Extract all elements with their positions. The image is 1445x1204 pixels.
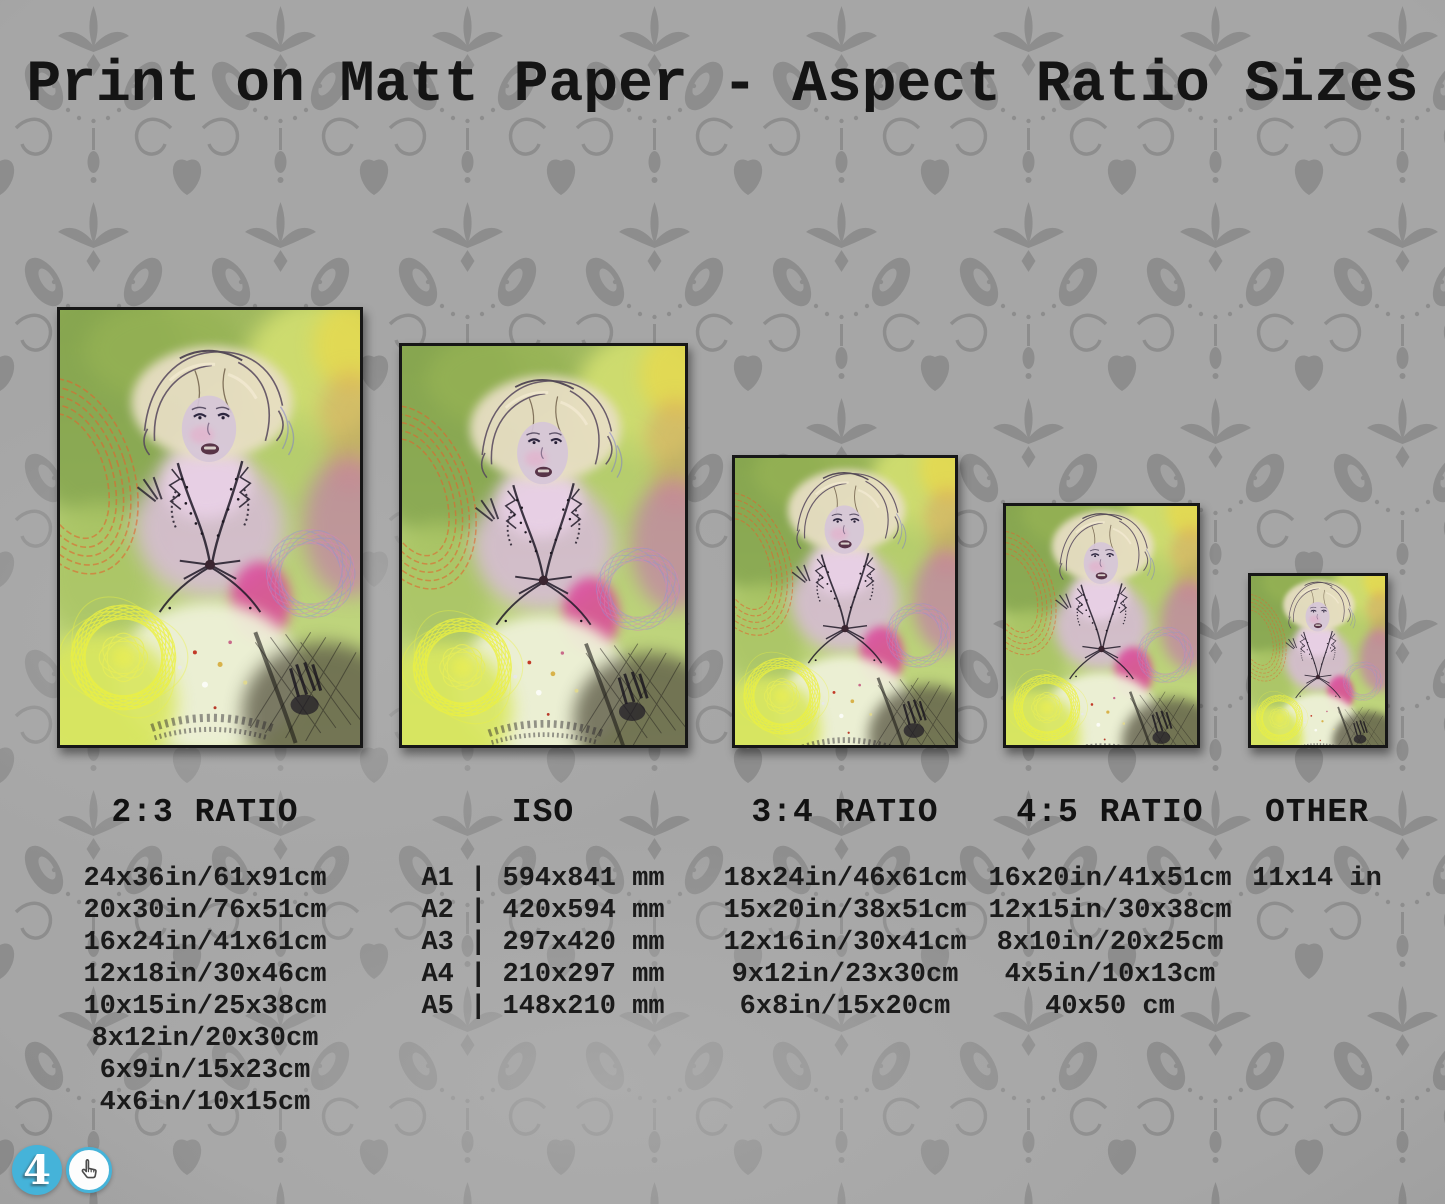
artwork-image [402, 346, 685, 745]
artwork-image [1006, 506, 1197, 745]
print-preview-iso [399, 343, 688, 748]
hand-pointer-icon [66, 1147, 112, 1193]
size-option: A4 | 210x297 mm [421, 960, 665, 990]
artwork-image [60, 310, 360, 745]
size-option: 12x16in/30x41cm [723, 928, 967, 958]
size-option: 12x18in/30x46cm [83, 960, 327, 990]
column-header: OTHER [1264, 794, 1370, 831]
size-option: 24x36in/61x91cm [83, 864, 327, 894]
size-option: 16x24in/41x61cm [83, 928, 327, 958]
size-option: 6x9in/15x23cm [99, 1056, 311, 1086]
size-option: 10x15in/25x38cm [83, 992, 327, 1022]
size-option: 40x50 cm [1045, 992, 1175, 1022]
size-option: A5 | 148x210 mm [421, 992, 665, 1022]
print-preview-2-3-ratio [57, 307, 363, 748]
size-column-4-5-ratio: 4:5 RATIO 16x20in/41x51cm 12x15in/30x38c… [988, 795, 1231, 1023]
size-option: 4x5in/10x13cm [1004, 960, 1216, 990]
column-header: ISO [511, 794, 575, 831]
size-option: 4x6in/10x15cm [99, 1088, 311, 1118]
print-preview-other [1248, 573, 1388, 748]
size-option: 9x12in/23x30cm [731, 960, 959, 990]
size-column-2-3-ratio: 2:3 RATIO 24x36in/61x91cm 20x30in/76x51c… [83, 795, 326, 1119]
size-column-iso: ISO A1 | 594x841 mm A2 | 420x594 mm A3 |… [421, 795, 664, 1023]
size-option: 20x30in/76x51cm [83, 896, 327, 926]
column-header: 2:3 RATIO [111, 794, 299, 831]
size-option: A3 | 297x420 mm [421, 928, 665, 958]
column-header: 3:4 RATIO [751, 794, 939, 831]
size-option: 8x12in/20x30cm [91, 1024, 319, 1054]
size-option: 15x20in/38x51cm [723, 896, 967, 926]
artwork-image [735, 458, 955, 745]
size-column-other: OTHER 11x14 in [1252, 795, 1382, 895]
size-option: 18x24in/46x61cm [723, 864, 967, 894]
column-header: 4:5 RATIO [1016, 794, 1204, 831]
artwork-image [1251, 576, 1385, 745]
size-option: 12x15in/30x38cm [988, 896, 1232, 926]
size-option: 11x14 in [1252, 864, 1382, 894]
size-column-3-4-ratio: 3:4 RATIO 18x24in/46x61cm 15x20in/38x51c… [723, 795, 966, 1023]
size-option: 6x8in/15x20cm [739, 992, 951, 1022]
print-preview-4-5-ratio [1003, 503, 1200, 748]
print-preview-3-4-ratio [732, 455, 958, 748]
size-option: 16x20in/41x51cm [988, 864, 1232, 894]
page-title: Print on Matt Paper - Aspect Ratio Sizes [26, 53, 1419, 118]
size-option: A2 | 420x594 mm [421, 896, 665, 926]
size-option: 8x10in/20x25cm [996, 928, 1224, 958]
size-option: A1 | 594x841 mm [421, 864, 665, 894]
image-number-badge: 4 [12, 1145, 62, 1195]
